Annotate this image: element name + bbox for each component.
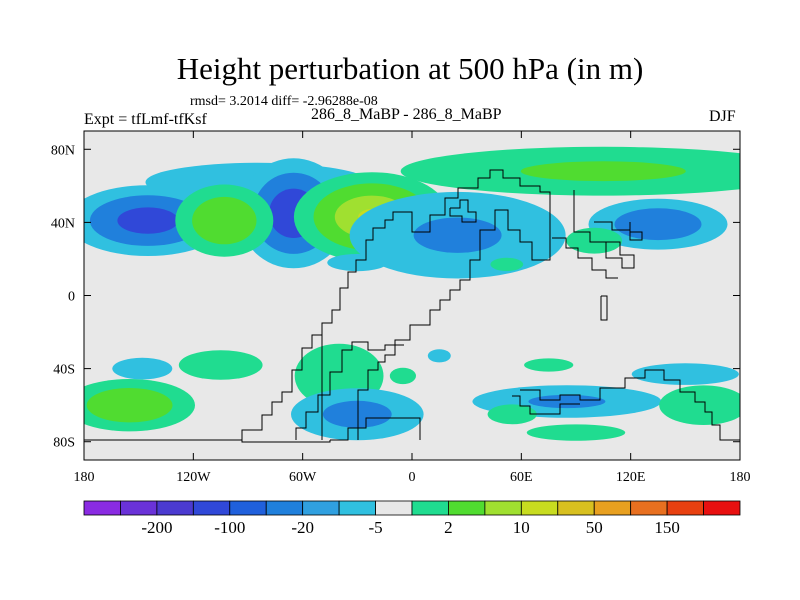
coastline-asia-east [573, 190, 635, 269]
coastline-america [241, 334, 322, 440]
anomaly-7-contour-1 [614, 208, 702, 241]
colorbar-label-2: -20 [291, 518, 314, 537]
colorbar: -200 -100 -20 -5 2 10 50 150 [83, 500, 741, 537]
colorbar-swatch-10 [448, 500, 486, 516]
anomaly-5-contour-1 [413, 217, 502, 253]
colorbar-label-3: -5 [369, 518, 383, 537]
coastline-europe-africa [321, 169, 551, 440]
contour-field [84, 146, 740, 441]
colorbar-swatch-16 [666, 500, 704, 516]
colorbar-label-5: 10 [513, 518, 530, 537]
x-tick-label-3: 0 [409, 470, 416, 485]
colorbar-label-0: -200 [141, 518, 172, 537]
colorbar-swatch-1 [120, 500, 158, 516]
anomaly-19-contour-0 [631, 363, 739, 385]
colorbar-swatch-0 [83, 500, 121, 516]
anomaly-20-contour-1 [528, 394, 606, 409]
anomaly-22-contour-0 [487, 404, 537, 425]
y-tick-label-3: 40S [53, 363, 75, 378]
anomaly-10-contour-0 [327, 254, 388, 272]
x-tick-label-0: 180 [74, 470, 95, 485]
anomaly-9-contour-0 [490, 257, 524, 271]
anomaly-6-contour-1 [520, 161, 686, 182]
colorbar-swatch-12 [520, 500, 559, 516]
x-tick-label-5: 120E [616, 470, 646, 485]
anomaly-13-contour-0 [112, 357, 173, 380]
colorbar-label-4: 2 [444, 518, 453, 537]
anomaly-17-contour-0 [427, 349, 451, 363]
colorbar-swatch-6 [302, 500, 340, 516]
colorbar-swatch-13 [557, 500, 595, 516]
colorbar-label-1: -100 [214, 518, 245, 537]
coastline-australia [512, 395, 580, 415]
season-label: DJF [709, 108, 736, 125]
colorbar-swatch-7 [338, 500, 376, 516]
coastline-south-america-east [295, 341, 404, 440]
anomaly-18-contour-0 [524, 358, 574, 372]
anomaly-11-contour-1 [86, 388, 173, 423]
chart-subtitle: rmsd= 3.2014 diff= -2.96288e-08 [190, 94, 378, 109]
anomaly-21-contour-0 [659, 385, 740, 425]
anomaly-16-contour-1 [322, 400, 392, 428]
axis-ticks: 180 120W 60W 0 60E 120E 180 80N 40N 0 40S 80S [51, 131, 751, 485]
anomaly-23-contour-0 [526, 424, 626, 441]
y-tick-label-2: 0 [68, 290, 75, 305]
colorbar-swatch-5 [265, 500, 304, 516]
colorbar-swatch-14 [593, 500, 632, 516]
anomaly-15-contour-0 [389, 367, 416, 385]
colorbar-swatch-3 [192, 500, 231, 516]
colorbar-swatch-17 [703, 500, 741, 516]
coastline-antarctic-margin [330, 417, 421, 441]
colorbar-swatch-2 [156, 500, 194, 516]
colorbar-label-7: 150 [654, 518, 680, 537]
coastline-mediterranean [449, 199, 477, 223]
case-label: 286_8_MaBP - 286_8_MaBP [311, 106, 502, 123]
x-tick-label-2: 60W [289, 470, 317, 485]
anomaly-3-contour-1 [192, 196, 257, 245]
coastline-bay [594, 221, 643, 241]
colorbar-swatch-15 [630, 500, 668, 516]
colorbar-swatch-11 [484, 500, 522, 516]
colorbar-swatch-4 [229, 500, 267, 516]
chart-title: Height perturbation at 500 hPa (in m) [176, 51, 644, 86]
coastline-southern-ocean-east [520, 369, 740, 441]
colorbar-swatch-9 [411, 500, 449, 516]
colorbar-swatch-8 [375, 500, 413, 516]
y-tick-label-1: 40N [51, 216, 75, 231]
y-tick-label-4: 80S [53, 436, 75, 451]
anomaly-0-contour-2 [117, 207, 179, 234]
anomaly-8-contour-0 [566, 227, 623, 254]
x-tick-label-6: 180 [730, 470, 751, 485]
x-tick-label-4: 60E [510, 470, 533, 485]
experiment-label: Expt = tfLmf-tfKsf [84, 111, 207, 128]
coastlines [84, 169, 740, 443]
coastline-island-strip [600, 295, 608, 321]
colorbar-label-6: 50 [586, 518, 603, 537]
coastline-inland [552, 237, 618, 279]
coastline-antarctica [84, 439, 331, 443]
y-tick-label-0: 80N [51, 143, 75, 158]
x-tick-label-1: 120W [176, 470, 211, 485]
anomaly-12-contour-0 [178, 350, 263, 380]
